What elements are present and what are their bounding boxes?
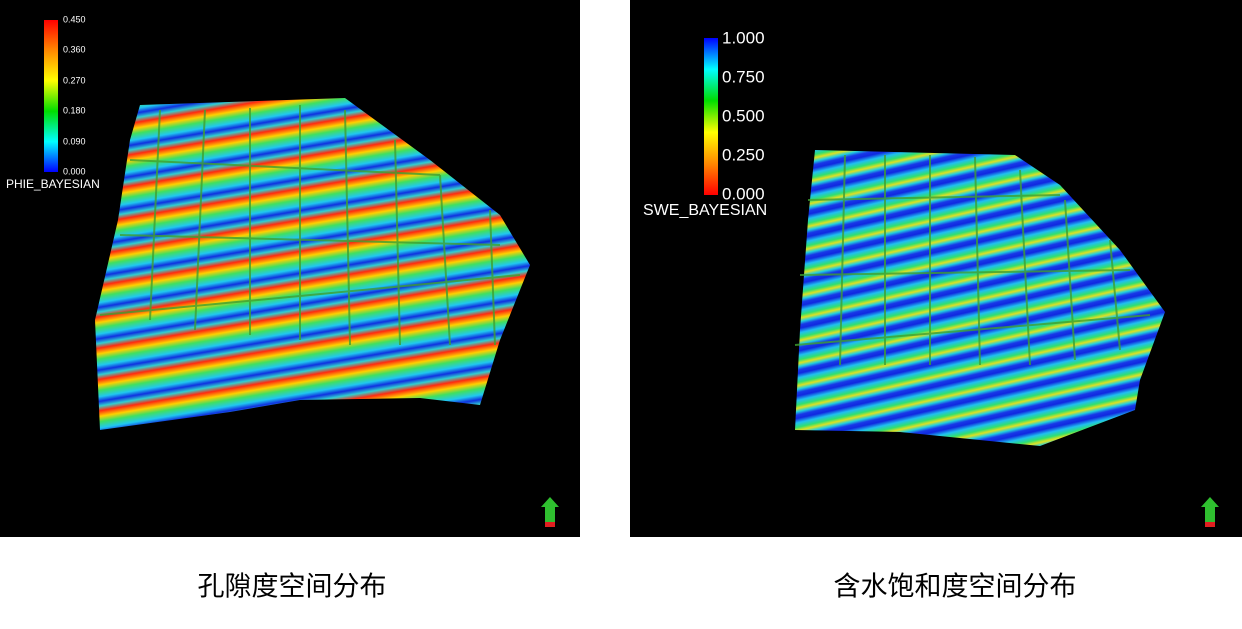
colorbar-title: PHIE_BAYESIAN — [6, 177, 100, 191]
colorbar — [44, 20, 58, 172]
caption: 孔隙度空间分布 — [198, 572, 387, 603]
orientation-arrow — [1201, 497, 1219, 527]
caption: 含水饱和度空间分布 — [834, 572, 1077, 603]
colorbar-tick-label: 0.250 — [722, 145, 765, 164]
colorbar-tick-label: 0.500 — [722, 106, 765, 125]
colorbar-tick-label: 0.000 — [722, 184, 765, 203]
colorbar-tick-label: 1.000 — [722, 28, 765, 47]
colorbar-ticks: 1.000 0.750 0.500 0.250 0.000 — [722, 28, 765, 203]
colorbar-tick-label: 0.270 — [63, 75, 86, 85]
volume-grid — [99, 105, 521, 346]
volume-grid — [794, 154, 1151, 366]
orientation-arrow — [541, 497, 559, 527]
colorbar-ticks: 0.450 0.360 0.270 0.180 0.090 0.000 — [63, 14, 86, 176]
colorbar — [704, 38, 718, 195]
colorbar-tick-label: 0.360 — [63, 44, 86, 54]
colorbar-tick-label: 0.000 — [63, 166, 86, 176]
colorbar-tick-label: 0.090 — [63, 136, 86, 146]
colorbar-tick-label: 0.750 — [722, 67, 765, 86]
colorbar-tick-label: 0.450 — [63, 14, 86, 24]
colorbar-tick-label: 0.180 — [63, 105, 86, 115]
porosity-volume — [95, 98, 530, 430]
saturation-volume — [795, 150, 1165, 446]
colorbar-title: SWE_BAYESIAN — [643, 202, 767, 219]
